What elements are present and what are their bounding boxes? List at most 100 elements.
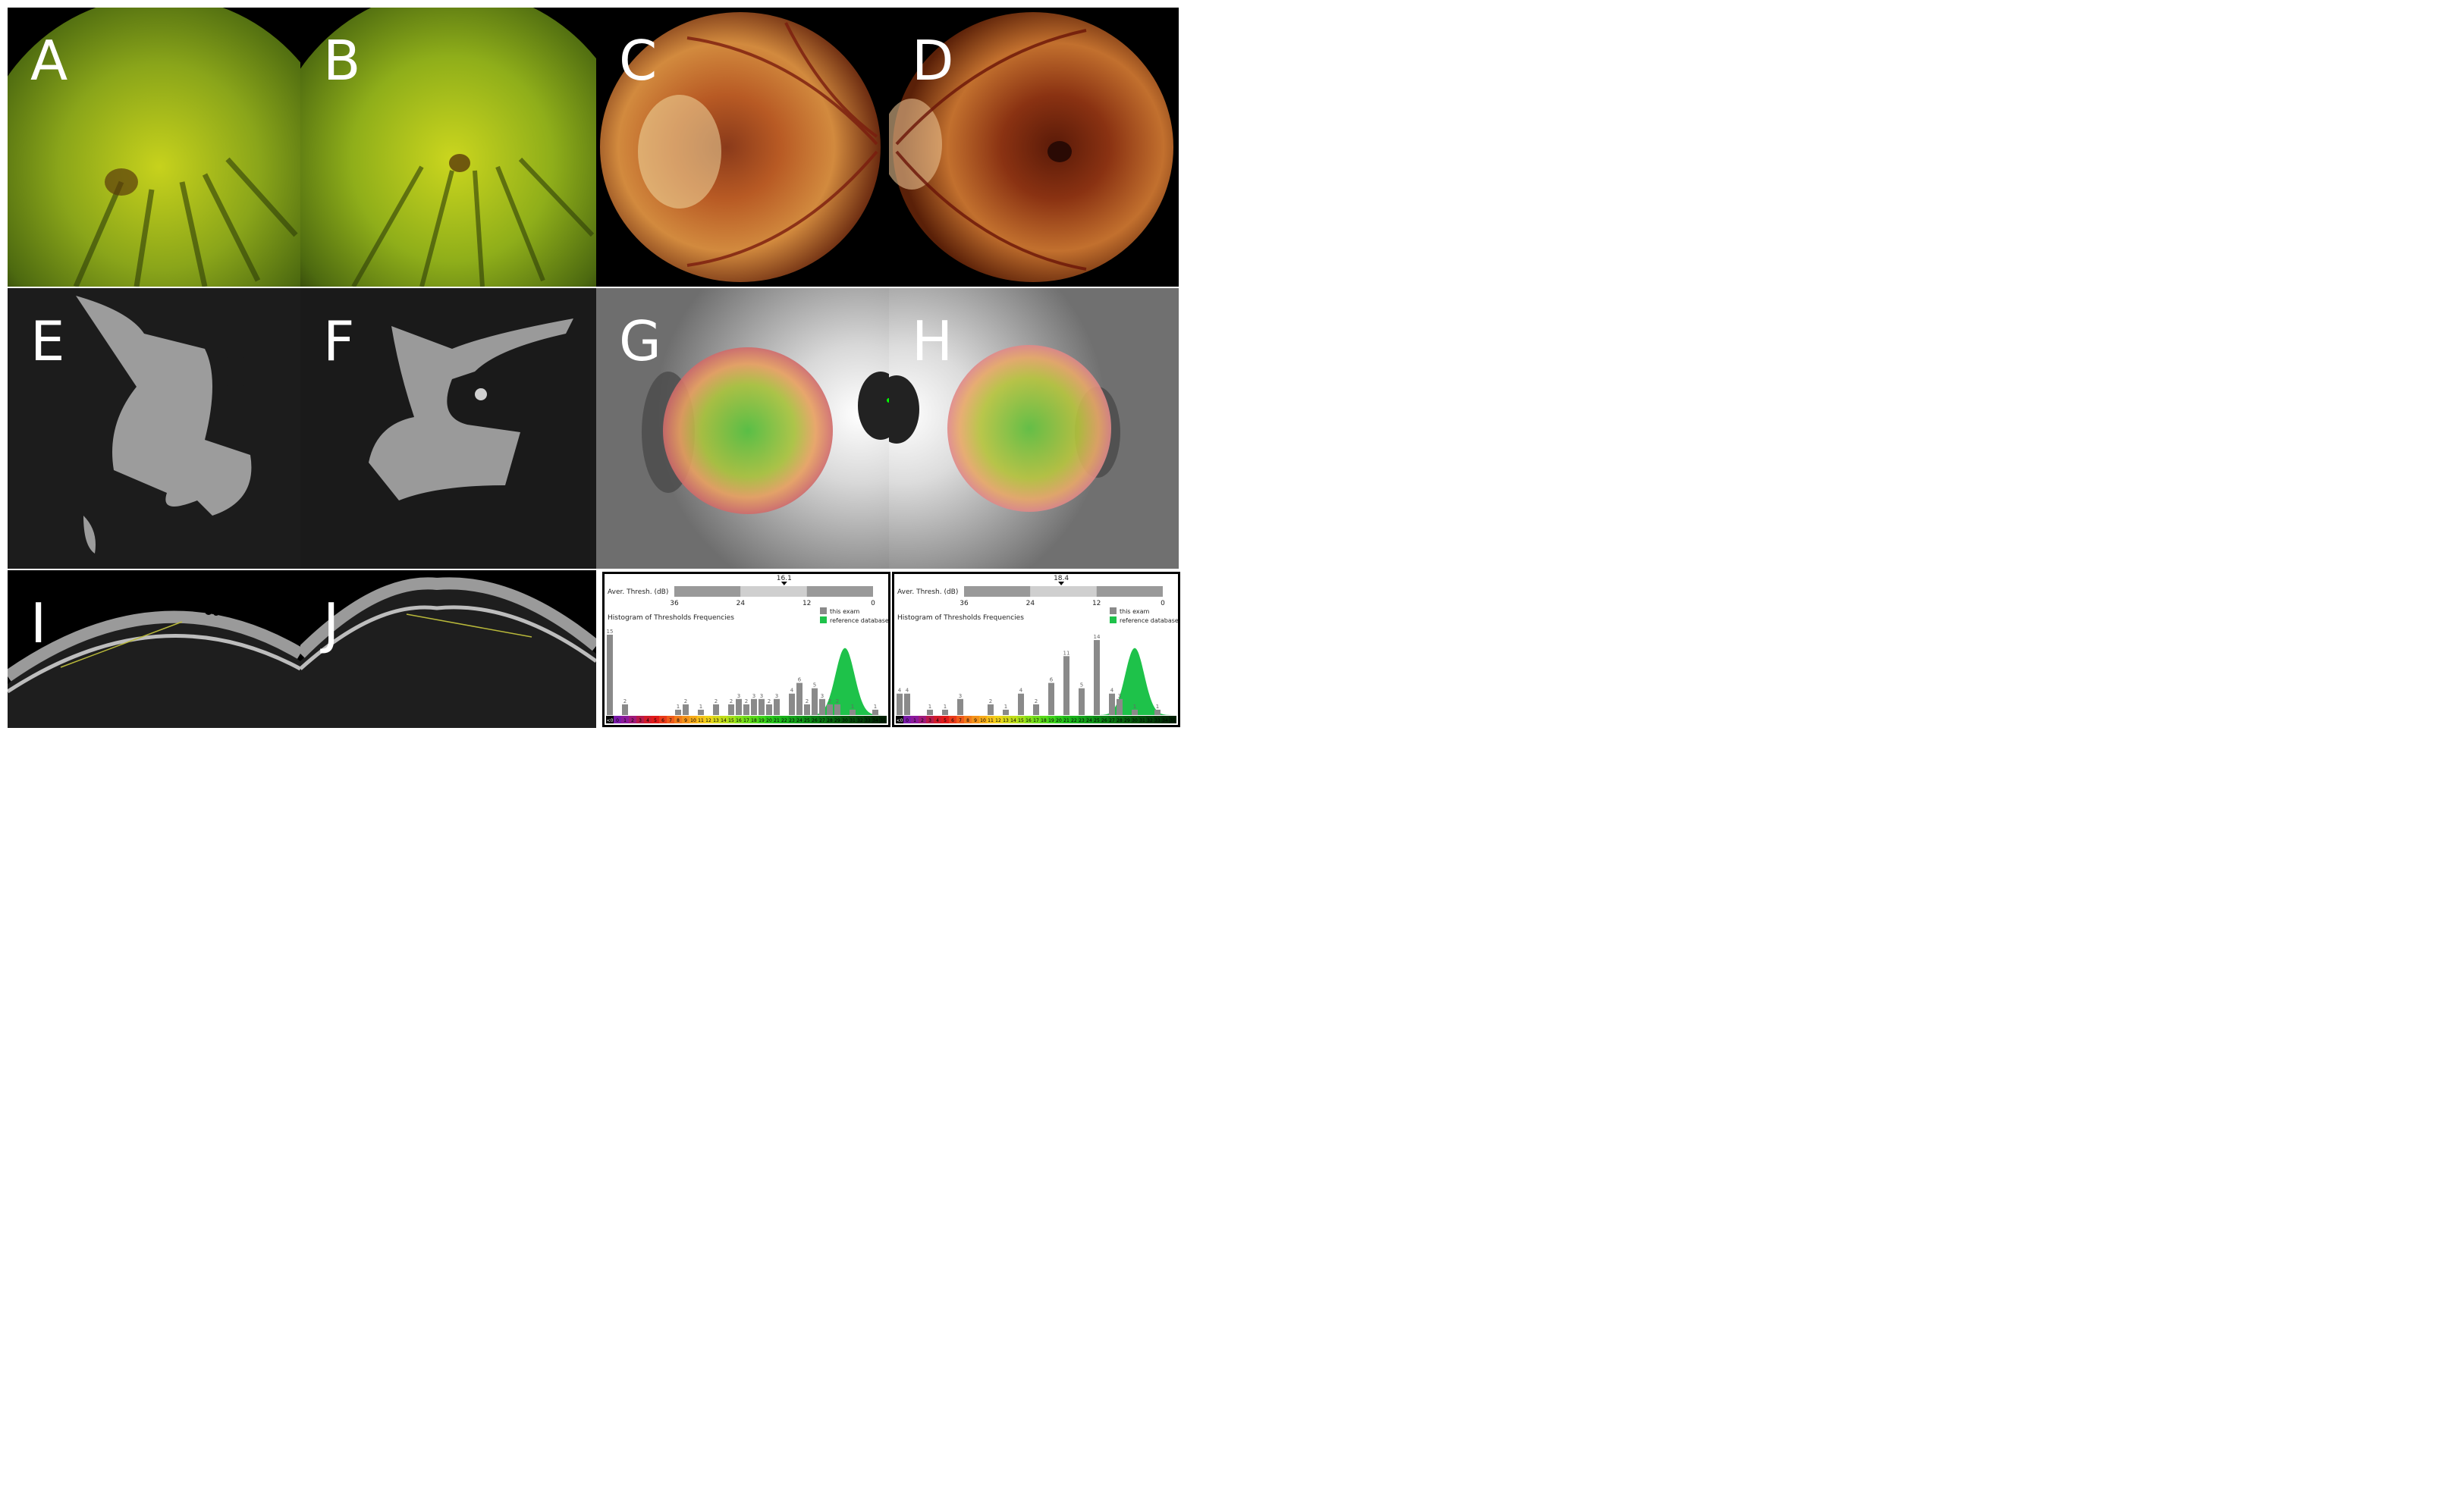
bar-value-label: 2 (623, 698, 627, 704)
category-label: 5 (654, 718, 657, 723)
bar-value-label: 2 (730, 698, 733, 704)
histogram-bar (1033, 704, 1039, 715)
avg-bar-tick-label: 0 (871, 600, 875, 607)
avg-bar-segment (1096, 586, 1163, 597)
panel-letter: E (30, 309, 65, 373)
scale-cell (758, 716, 765, 723)
oct-bscan-image (8, 607, 300, 728)
category-label: 25 (804, 718, 810, 723)
scale-cell (667, 716, 674, 723)
scale-cell (788, 716, 796, 723)
category-label: 34 (872, 718, 878, 723)
category-label: 5 (944, 718, 947, 723)
legend-swatch-this-exam (820, 607, 827, 614)
category-label: 29 (834, 718, 840, 723)
legend-label-this-exam: this exam (830, 608, 860, 615)
reference-distribution (1089, 648, 1178, 715)
scale-cell (1002, 716, 1010, 723)
scale-cell (1032, 716, 1040, 723)
bar-value-label: 2 (1035, 698, 1038, 704)
panel-g: G (596, 288, 889, 569)
category-label: 30 (1132, 718, 1138, 723)
category-label: 12 (995, 718, 1001, 723)
avg-bar-segment (806, 586, 873, 597)
avg-bar-tick-label: 0 (1161, 600, 1165, 607)
scale-cell (765, 716, 773, 723)
histogram-bar (607, 635, 613, 715)
bar-value-label: 1 (677, 704, 680, 710)
panel-letter: F (323, 309, 355, 373)
histogram-panel-right: Aver. Thresh. (dB) 36 24 12 0 18.4 Histogram o… (892, 572, 1180, 727)
histogram-bar (1018, 693, 1024, 715)
scale-cell (1154, 716, 1161, 723)
bar-value-label: 15 (607, 629, 614, 635)
avg-bar-tick-label: 36 (960, 600, 969, 607)
bar-value-label: 5 (813, 682, 816, 689)
category-label: 3 (639, 718, 642, 723)
panel-j: J (300, 570, 596, 728)
panel-letter: G (619, 309, 661, 373)
scale-cell (941, 716, 949, 723)
histogram-bar (713, 704, 719, 715)
bar-value-label: 11 (1063, 650, 1070, 656)
color-fundus-image (600, 12, 881, 282)
bar-value-label: 1 (1156, 704, 1159, 710)
bar-value-label: 5 (1080, 682, 1083, 689)
category-label: 7 (959, 718, 962, 723)
category-label: 12 (705, 718, 711, 723)
avg-bar-segment (674, 586, 741, 597)
scale-cell (652, 716, 659, 723)
bar-value-label: 2 (828, 698, 831, 704)
bar-value-label: 3 (1118, 693, 1121, 699)
category-label: 29 (1124, 718, 1130, 723)
bar-value-label: 2 (989, 698, 992, 704)
scale-cell (735, 716, 743, 723)
category-label: 9 (974, 718, 977, 723)
category-label: 13 (713, 718, 719, 723)
histogram-bar (796, 682, 802, 715)
histogram-bar (819, 698, 825, 715)
panel-letter: B (323, 29, 361, 93)
scale-cell (856, 716, 864, 723)
panel-b: B (300, 8, 596, 287)
category-label: 13 (1003, 718, 1009, 723)
category-label: 14 (1010, 718, 1016, 723)
scale-cell (1139, 716, 1146, 723)
scale-cell (1010, 716, 1017, 723)
microperimetry-map (596, 288, 889, 569)
histogram-bar (1003, 709, 1009, 715)
panel-e: E (8, 288, 300, 569)
category-label: 21 (1063, 718, 1069, 723)
category-label: 30 (842, 718, 848, 723)
histogram-title: Histogram of Thresholds Frequencies (897, 614, 1024, 622)
histogram-bar (1048, 682, 1054, 715)
histogram-bar (1109, 693, 1115, 715)
histogram-bar (1094, 640, 1100, 715)
histogram-bar (789, 693, 795, 715)
bar-value-label: 4 (790, 688, 794, 694)
avg-bar-segment (1030, 586, 1097, 597)
category-label: 8 (677, 718, 680, 723)
avg-bar-tick-label: 12 (1092, 600, 1101, 607)
bar-value-label: 3 (775, 693, 778, 699)
histogram-bar (927, 709, 933, 715)
scale-cell (1131, 716, 1139, 723)
bar-value-label: 2 (684, 698, 687, 704)
scale-cell (811, 716, 818, 723)
scale-cell (705, 716, 712, 723)
histogram-bar (942, 709, 948, 715)
legend-swatch-reference (820, 616, 827, 623)
avg-bar-tick-label: 24 (1026, 600, 1035, 607)
scale-cell (841, 716, 849, 723)
category-label: 21 (774, 718, 780, 723)
panel-letter: J (323, 591, 340, 655)
category-label: 0 (616, 718, 619, 723)
panel-a: A (8, 8, 300, 287)
category-label: 18 (1041, 718, 1047, 723)
scale-cell (1146, 716, 1154, 723)
scale-cell (727, 716, 735, 723)
histogram-bar (897, 693, 903, 715)
scale-cell (872, 716, 879, 723)
bar-value-label: 1 (851, 704, 854, 710)
